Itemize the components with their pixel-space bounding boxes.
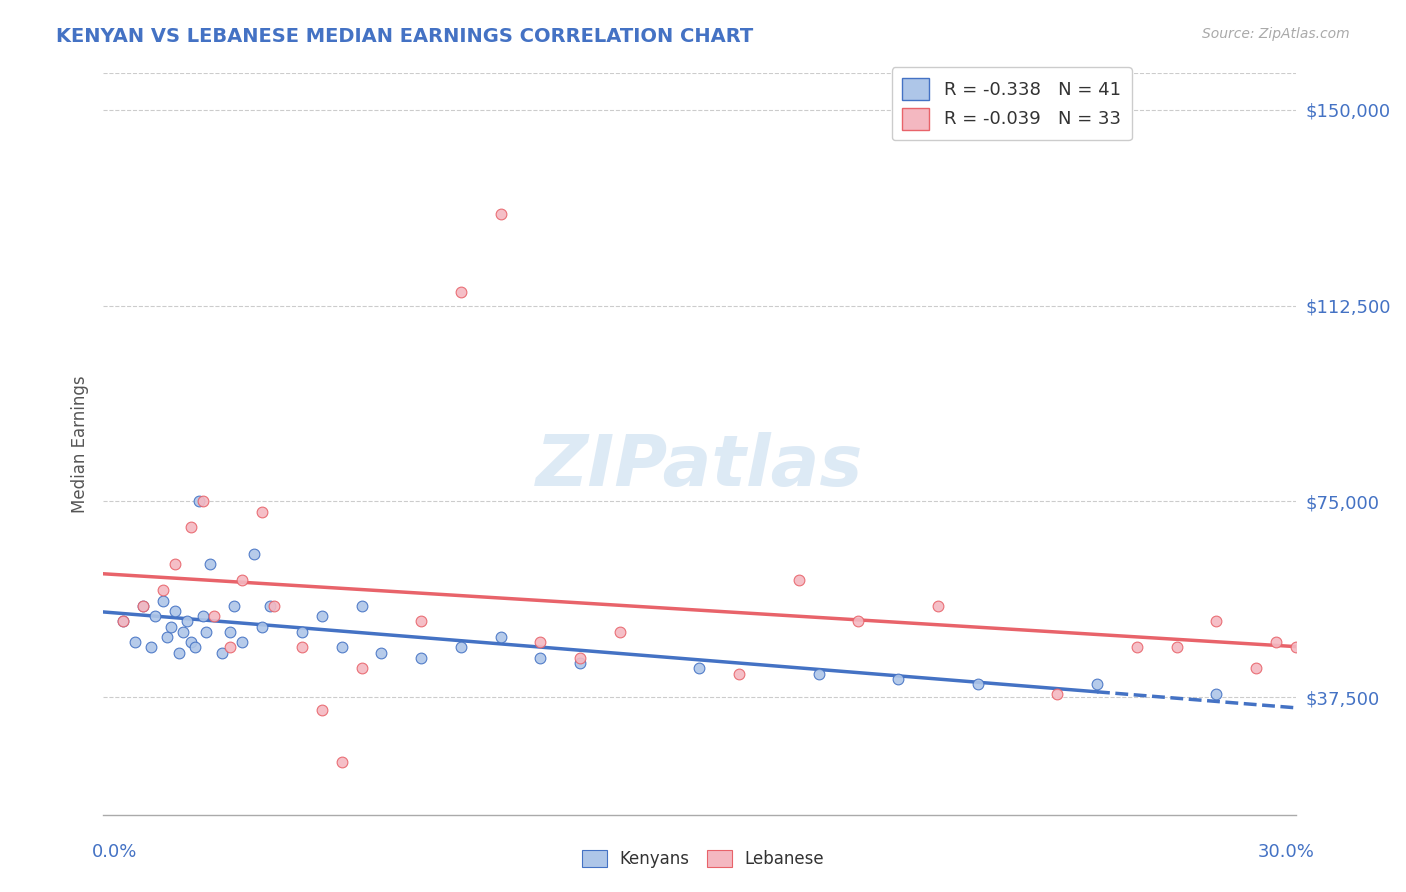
Point: [411, 651, 433, 665]
Point: [195, 624, 218, 639]
Point: [489, 207, 512, 221]
Point: [1264, 635, 1286, 649]
Point: [250, 505, 273, 519]
Point: [187, 494, 209, 508]
Point: [211, 646, 233, 660]
Point: [111, 615, 134, 629]
Point: [1085, 677, 1108, 691]
Point: [609, 624, 631, 639]
Point: [200, 557, 222, 571]
Point: [219, 640, 242, 655]
Point: [291, 640, 314, 655]
Text: Source: ZipAtlas.com: Source: ZipAtlas.com: [1202, 27, 1350, 41]
Point: [163, 557, 186, 571]
Point: [569, 651, 592, 665]
Point: [180, 520, 202, 534]
Point: [172, 624, 194, 639]
Point: [191, 609, 214, 624]
Point: [529, 635, 551, 649]
Point: [787, 573, 810, 587]
Point: [1126, 640, 1149, 655]
Point: [224, 599, 246, 613]
Point: [156, 630, 179, 644]
Point: [139, 640, 162, 655]
Point: [124, 635, 146, 649]
Point: [191, 494, 214, 508]
Point: [231, 635, 253, 649]
Point: [167, 646, 190, 660]
Point: [163, 604, 186, 618]
Point: [204, 609, 226, 624]
Point: [219, 624, 242, 639]
Text: ZIPatlas: ZIPatlas: [536, 432, 863, 500]
Point: [966, 677, 988, 691]
Y-axis label: Median Earnings: Median Earnings: [72, 375, 89, 513]
Point: [250, 619, 273, 633]
Legend: Kenyans, Lebanese: Kenyans, Lebanese: [575, 843, 831, 875]
Point: [848, 615, 870, 629]
Point: [111, 615, 134, 629]
Point: [311, 703, 333, 717]
Point: [1166, 640, 1188, 655]
Point: [291, 624, 314, 639]
Point: [263, 599, 285, 613]
Text: 0.0%: 0.0%: [91, 843, 136, 861]
Point: [887, 672, 910, 686]
Point: [1244, 661, 1267, 675]
Point: [1285, 640, 1308, 655]
Point: [132, 599, 155, 613]
Point: [231, 573, 253, 587]
Point: [350, 661, 373, 675]
Point: [927, 599, 949, 613]
Point: [1046, 688, 1069, 702]
Point: [350, 599, 373, 613]
Point: [152, 593, 174, 607]
Point: [183, 640, 205, 655]
Point: [370, 646, 392, 660]
Point: [1305, 656, 1327, 670]
Point: [529, 651, 551, 665]
Text: 30.0%: 30.0%: [1258, 843, 1315, 861]
Point: [489, 630, 512, 644]
Legend: R = -0.338   N = 41, R = -0.039   N = 33: R = -0.338 N = 41, R = -0.039 N = 33: [891, 68, 1132, 140]
Point: [807, 666, 830, 681]
Text: KENYAN VS LEBANESE MEDIAN EARNINGS CORRELATION CHART: KENYAN VS LEBANESE MEDIAN EARNINGS CORRE…: [56, 27, 754, 45]
Point: [1205, 615, 1227, 629]
Point: [450, 285, 472, 300]
Point: [176, 615, 198, 629]
Point: [1205, 688, 1227, 702]
Point: [728, 666, 751, 681]
Point: [569, 656, 592, 670]
Point: [330, 640, 353, 655]
Point: [311, 609, 333, 624]
Point: [450, 640, 472, 655]
Point: [180, 635, 202, 649]
Point: [688, 661, 710, 675]
Point: [330, 756, 353, 770]
Point: [159, 619, 181, 633]
Point: [132, 599, 155, 613]
Point: [243, 547, 266, 561]
Point: [411, 615, 433, 629]
Point: [152, 583, 174, 598]
Point: [259, 599, 281, 613]
Point: [143, 609, 166, 624]
